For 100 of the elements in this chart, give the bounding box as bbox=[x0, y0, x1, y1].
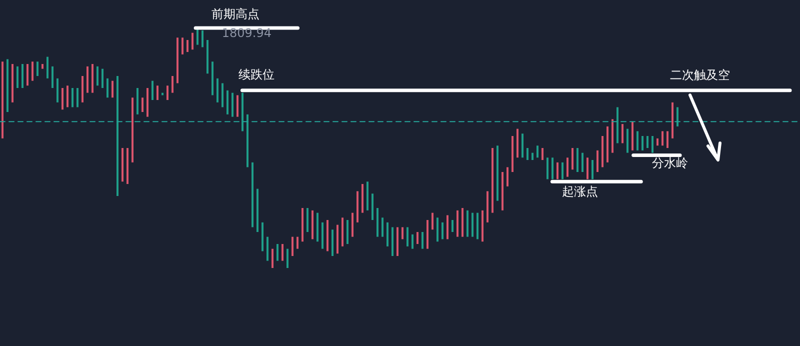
candlestick bbox=[86, 66, 88, 93]
candlestick bbox=[446, 215, 448, 240]
candlestick bbox=[602, 136, 604, 168]
candlestick bbox=[586, 158, 588, 180]
candlestick bbox=[412, 234, 414, 249]
candlestick bbox=[386, 222, 388, 246]
candlestick bbox=[462, 208, 464, 237]
candlestick bbox=[576, 148, 578, 172]
candlestick bbox=[502, 172, 504, 210]
candlestick bbox=[36, 62, 38, 76]
candlestick bbox=[536, 146, 538, 158]
candlestick bbox=[676, 107, 678, 126]
candlestick bbox=[666, 131, 668, 148]
candlestick bbox=[432, 212, 434, 230]
candlestick bbox=[266, 236, 268, 261]
candlestick bbox=[226, 90, 228, 114]
candlestick bbox=[222, 83, 224, 108]
candlestick bbox=[182, 38, 184, 54]
candlestick bbox=[672, 102, 674, 138]
candlestick bbox=[636, 131, 638, 150]
candlestick bbox=[372, 194, 374, 220]
candlestick bbox=[366, 182, 368, 210]
candlestick bbox=[236, 95, 238, 117]
candlestick bbox=[612, 119, 614, 153]
candlestick bbox=[342, 218, 344, 246]
candlestick bbox=[32, 62, 34, 81]
candlestick bbox=[552, 158, 554, 180]
candlestick bbox=[662, 131, 664, 146]
candlestick bbox=[176, 38, 178, 84]
candlestick bbox=[642, 136, 644, 150]
ref-line-label: 起涨点 bbox=[562, 184, 598, 199]
candlestick bbox=[312, 210, 314, 240]
candlestick bbox=[132, 98, 134, 162]
candlestick bbox=[406, 227, 408, 246]
candlestick bbox=[626, 128, 628, 153]
candlestick bbox=[332, 230, 334, 256]
candlestick bbox=[102, 68, 104, 88]
candlestick bbox=[22, 64, 24, 88]
candlestick bbox=[262, 222, 264, 252]
candlestick bbox=[562, 162, 564, 180]
candlestick bbox=[492, 148, 494, 213]
candlestick bbox=[12, 64, 14, 102]
candlestick bbox=[146, 88, 148, 117]
candlestick bbox=[142, 98, 144, 112]
candlestick bbox=[426, 220, 428, 249]
candlestick bbox=[582, 152, 584, 172]
candlestick bbox=[292, 236, 294, 256]
candlestick bbox=[186, 40, 188, 52]
candlestick bbox=[192, 32, 194, 50]
candlestick bbox=[336, 224, 338, 254]
candlestick bbox=[216, 78, 218, 102]
candlestick bbox=[382, 218, 384, 237]
candlestick bbox=[572, 148, 574, 170]
candlestick bbox=[242, 92, 244, 132]
candlestick bbox=[656, 138, 658, 146]
candlestick bbox=[646, 136, 648, 148]
candlestick bbox=[616, 107, 618, 144]
candlestick bbox=[72, 88, 74, 108]
candlestick bbox=[476, 212, 478, 240]
candlestick bbox=[352, 212, 354, 237]
candlestick bbox=[152, 80, 154, 100]
candlestick bbox=[62, 88, 64, 110]
candlestick bbox=[96, 66, 98, 86]
candlestick bbox=[172, 76, 174, 93]
candlestick bbox=[116, 76, 118, 196]
candlestick bbox=[436, 218, 438, 242]
candlestick bbox=[486, 191, 488, 222]
candlestick bbox=[302, 208, 304, 242]
candlestick bbox=[472, 212, 474, 237]
candlestick bbox=[322, 222, 324, 249]
candlestick bbox=[542, 148, 544, 160]
annotation: 二次触及空 bbox=[670, 68, 730, 82]
candlestick bbox=[92, 64, 94, 93]
candlestick bbox=[482, 210, 484, 242]
candlestick bbox=[566, 158, 568, 177]
candlestick bbox=[592, 160, 594, 180]
candlestick bbox=[606, 126, 608, 162]
candlestick bbox=[422, 232, 424, 249]
candlestick bbox=[286, 248, 288, 268]
candlestick bbox=[466, 210, 468, 237]
candlestick bbox=[416, 232, 418, 244]
candlestick bbox=[122, 148, 124, 182]
candlestick bbox=[52, 66, 54, 88]
candlestick bbox=[2, 62, 4, 138]
candlestick bbox=[276, 244, 278, 261]
candlestick bbox=[456, 210, 458, 237]
candlestick bbox=[442, 222, 444, 240]
candlestick bbox=[206, 40, 208, 74]
candlestick bbox=[126, 148, 128, 184]
candlestick bbox=[532, 152, 534, 160]
candlestick bbox=[632, 122, 634, 150]
candlestick bbox=[526, 148, 528, 160]
candlestick bbox=[596, 150, 598, 172]
candlestick bbox=[346, 220, 348, 244]
candlestick bbox=[26, 64, 28, 86]
candlestick bbox=[46, 56, 48, 78]
candlestick bbox=[246, 114, 248, 168]
candlestick bbox=[202, 30, 204, 48]
candlestick bbox=[252, 162, 254, 228]
candlestick bbox=[106, 78, 108, 98]
